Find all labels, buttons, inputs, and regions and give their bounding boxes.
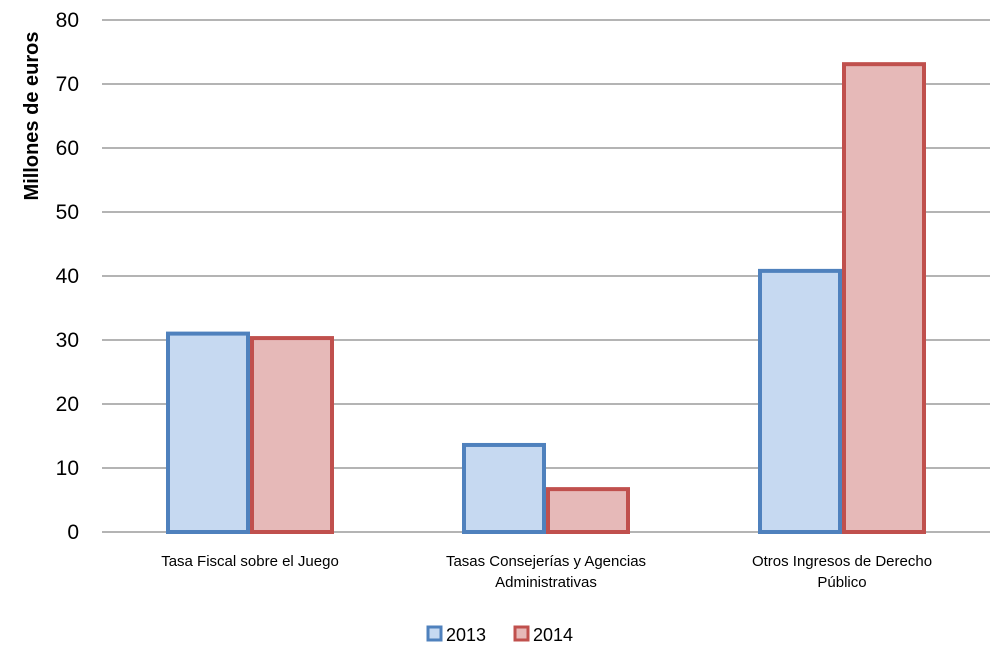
- y-tick-label-80: 80: [56, 9, 79, 32]
- bar-2014-3: [842, 62, 926, 534]
- bar-2013-1: [166, 331, 250, 534]
- legend-label-2014: 2014: [533, 625, 573, 645]
- x-category-label-3-line-1: Otros Ingresos de Derecho: [752, 553, 932, 570]
- legend-label-2013: 2013: [446, 625, 486, 645]
- y-tick-label-10: 10: [56, 457, 79, 480]
- legend-swatch-2013: [426, 625, 443, 642]
- bars: [166, 62, 926, 534]
- bar-2013-3: [758, 268, 842, 534]
- y-tick-label-20: 20: [56, 393, 79, 416]
- bar-2014-2: [546, 487, 630, 534]
- y-axis-ticks: 0 10 20 30 40 50 60 70 80: [56, 9, 79, 544]
- y-tick-label-50: 50: [56, 201, 79, 224]
- y-tick-label-0: 0: [67, 521, 79, 544]
- x-axis-category-labels: Tasa Fiscal sobre el Juego Tasas Consejer…: [161, 553, 932, 591]
- legend-swatch-2014: [513, 625, 530, 642]
- y-tick-label-40: 40: [56, 265, 79, 288]
- x-category-label-3-line-2: Público: [817, 574, 866, 591]
- legend: 2013 2014: [426, 625, 573, 645]
- bar-2014-1: [250, 336, 334, 534]
- bar-2013-2: [462, 442, 546, 534]
- x-category-label-2-line-1: Tasas Consejerías y Agencias: [446, 553, 646, 570]
- x-category-label-2-line-2: Administrativas: [495, 574, 597, 591]
- y-tick-label-30: 30: [56, 329, 79, 352]
- y-tick-label-60: 60: [56, 137, 79, 160]
- y-axis-title: Millones de euros: [21, 32, 43, 201]
- x-category-label-1: Tasa Fiscal sobre el Juego: [161, 553, 339, 570]
- y-tick-label-70: 70: [56, 73, 79, 96]
